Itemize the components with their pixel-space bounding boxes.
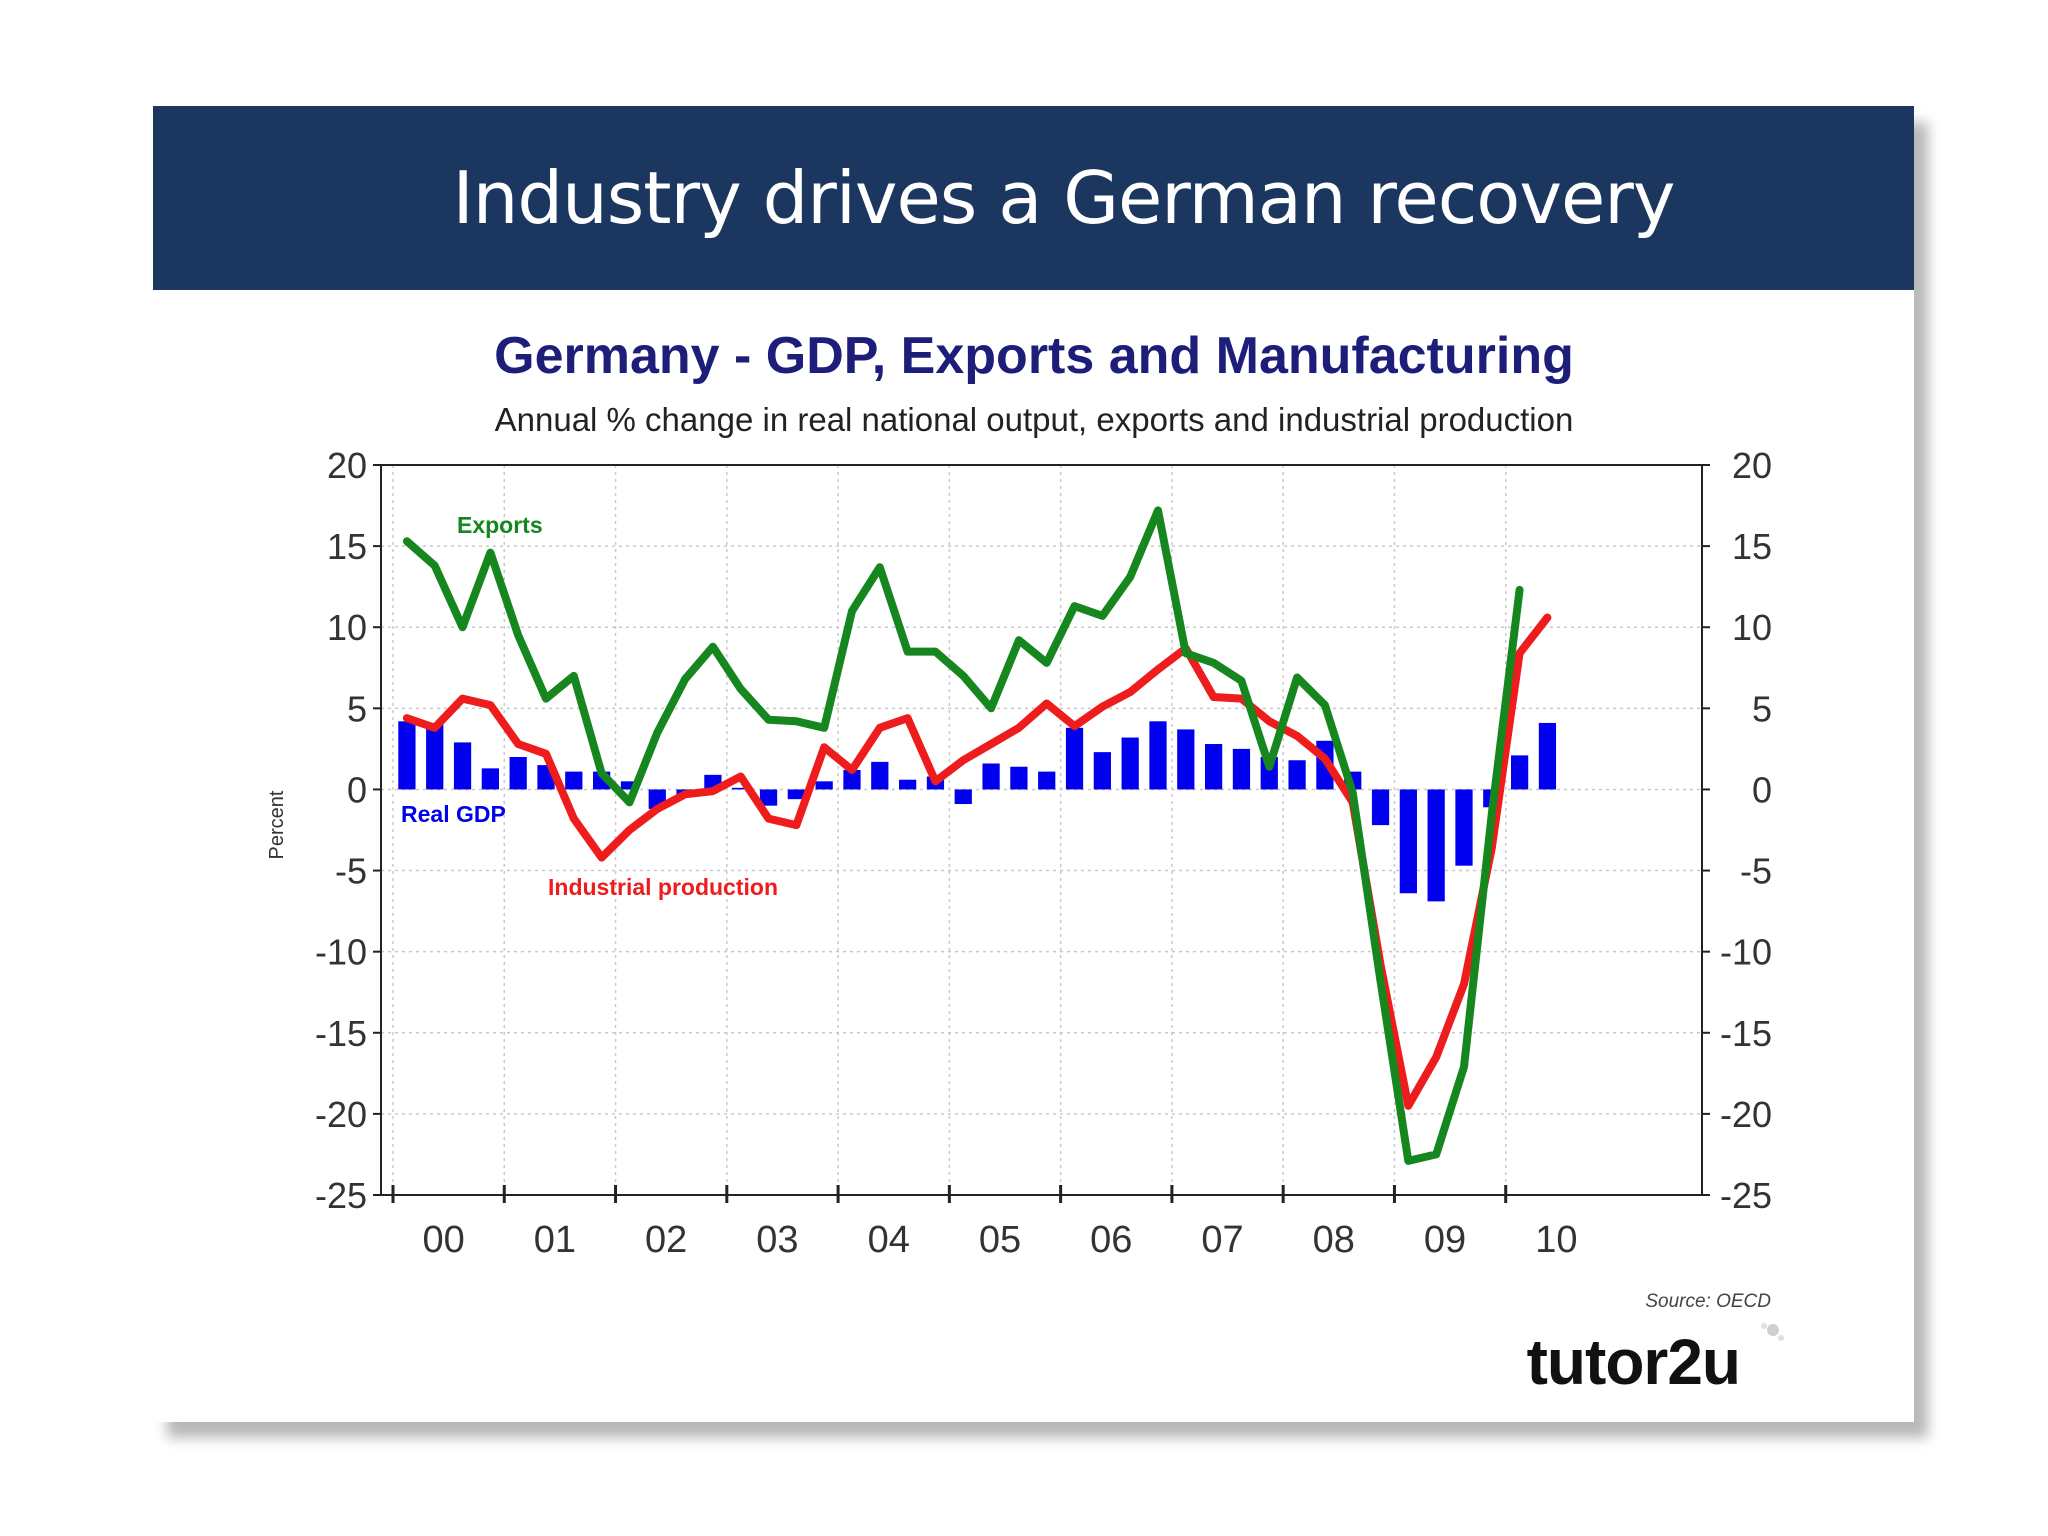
exports-line (402, 506, 1524, 1165)
gdp-bar (815, 781, 833, 790)
right-y-tick-label: 5 (1752, 688, 1772, 729)
gdp-bar (843, 769, 861, 790)
legend-label-real-gdp: Real GDP (401, 801, 506, 827)
gdp-bar (565, 771, 583, 790)
gdp-bar (759, 789, 778, 806)
gdp-bar (398, 721, 416, 790)
gdp-bar (1371, 789, 1390, 826)
brand-logo: tutor2u (1527, 1326, 1740, 1398)
right-y-tick-label: 20 (1732, 445, 1772, 486)
gdp-bar (787, 789, 805, 800)
x-tick-label: 05 (979, 1219, 1021, 1261)
right-y-tick-label: -25 (1720, 1175, 1772, 1216)
gdp-bar (481, 768, 499, 790)
gdp-bar (1427, 789, 1445, 902)
x-tick-label: 01 (534, 1219, 576, 1261)
y-axis-label: Percent (266, 790, 288, 859)
gdp-bar (1121, 737, 1139, 790)
left-y-tick-label: -10 (315, 932, 367, 973)
series-lines (402, 506, 1552, 1165)
chart-subtitle: Annual % change in real national output,… (495, 401, 1574, 438)
source-note: Source: OECD (1645, 1291, 1771, 1312)
left-y-tick-label: -20 (315, 1094, 367, 1135)
gdp-bar (1177, 729, 1195, 790)
x-tick-label: 08 (1313, 1219, 1355, 1261)
gdp-bar (1038, 771, 1056, 790)
gdp-bar (453, 742, 472, 790)
gdp-bar (1455, 789, 1473, 866)
gdp-bar (1065, 727, 1084, 790)
left-y-tick-label: -25 (315, 1175, 367, 1216)
x-tick-label: 02 (645, 1219, 687, 1261)
gdp-bar (509, 757, 527, 790)
x-tick-label: 10 (1535, 1219, 1577, 1261)
right-y-tick-label: -15 (1720, 1013, 1772, 1054)
right-y-tick-label: -10 (1720, 932, 1772, 973)
gdp-bar (1149, 721, 1167, 790)
gdp-bar (1288, 760, 1306, 790)
gdp-bars (398, 721, 1557, 902)
left-y-axis: 20 15 10 5 0 -5 -10 -15 -20 -25 (315, 445, 381, 1216)
slide: Industry drives a German recovery German… (153, 106, 1914, 1422)
gdp-bar (871, 761, 889, 790)
left-y-tick-label: 10 (327, 607, 367, 648)
x-tick-label: 04 (868, 1219, 910, 1261)
x-tick-label: 06 (1090, 1219, 1132, 1261)
plot-frame (380, 464, 1703, 1196)
legend-label-exports: Exports (457, 512, 543, 538)
right-y-tick-label: -5 (1740, 851, 1772, 892)
logo-mark-icon (1761, 1323, 1784, 1341)
x-tick-label: 09 (1424, 1219, 1466, 1261)
left-y-tick-label: 5 (347, 688, 367, 729)
left-y-tick-label: -5 (335, 851, 367, 892)
chart-title: Germany - GDP, Exports and Manufacturing (494, 327, 1574, 385)
x-tick-label: 00 (422, 1219, 464, 1261)
right-y-axis: 20 15 10 5 0 -5 -10 -15 -20 -25 (1702, 445, 1772, 1216)
x-tick-label: 07 (1201, 1219, 1243, 1261)
gridlines (381, 464, 1702, 1196)
gdp-bar (1205, 744, 1223, 790)
x-axis: 00 01 02 03 04 05 06 07 08 09 10 (391, 1185, 1577, 1261)
right-y-tick-label: 15 (1732, 526, 1772, 567)
x-tick-label: 03 (756, 1219, 798, 1261)
right-y-tick-label: 0 (1752, 769, 1772, 810)
gdp-bar (1538, 722, 1557, 790)
chart-area: Germany - GDP, Exports and Manufacturing… (153, 290, 1914, 1422)
gdp-bar (426, 722, 444, 790)
chart-svg: Germany - GDP, Exports and Manufacturing… (266, 327, 1784, 1398)
right-y-tick-label: 10 (1732, 607, 1772, 648)
left-y-tick-label: 20 (327, 445, 367, 486)
gdp-bar (1093, 752, 1111, 790)
left-y-tick-label: -15 (315, 1013, 367, 1054)
gdp-bar (1510, 755, 1529, 790)
right-y-tick-label: -20 (1720, 1094, 1772, 1135)
slide-title: Industry drives a German recovery (452, 156, 1676, 240)
left-y-tick-label: 0 (347, 769, 367, 810)
gdp-bar (1399, 789, 1417, 894)
gdp-bar (732, 787, 750, 790)
gdp-bar (982, 763, 1000, 790)
gdp-bar (1232, 748, 1251, 790)
gdp-bar (1010, 766, 1028, 790)
legend-label-industrial-production: Industrial production (548, 874, 778, 900)
gdp-bar (899, 779, 917, 790)
gdp-bar (954, 789, 972, 805)
left-y-tick-label: 15 (327, 526, 367, 567)
title-banner: Industry drives a German recovery (153, 106, 1914, 290)
gdp-bar (620, 781, 639, 790)
